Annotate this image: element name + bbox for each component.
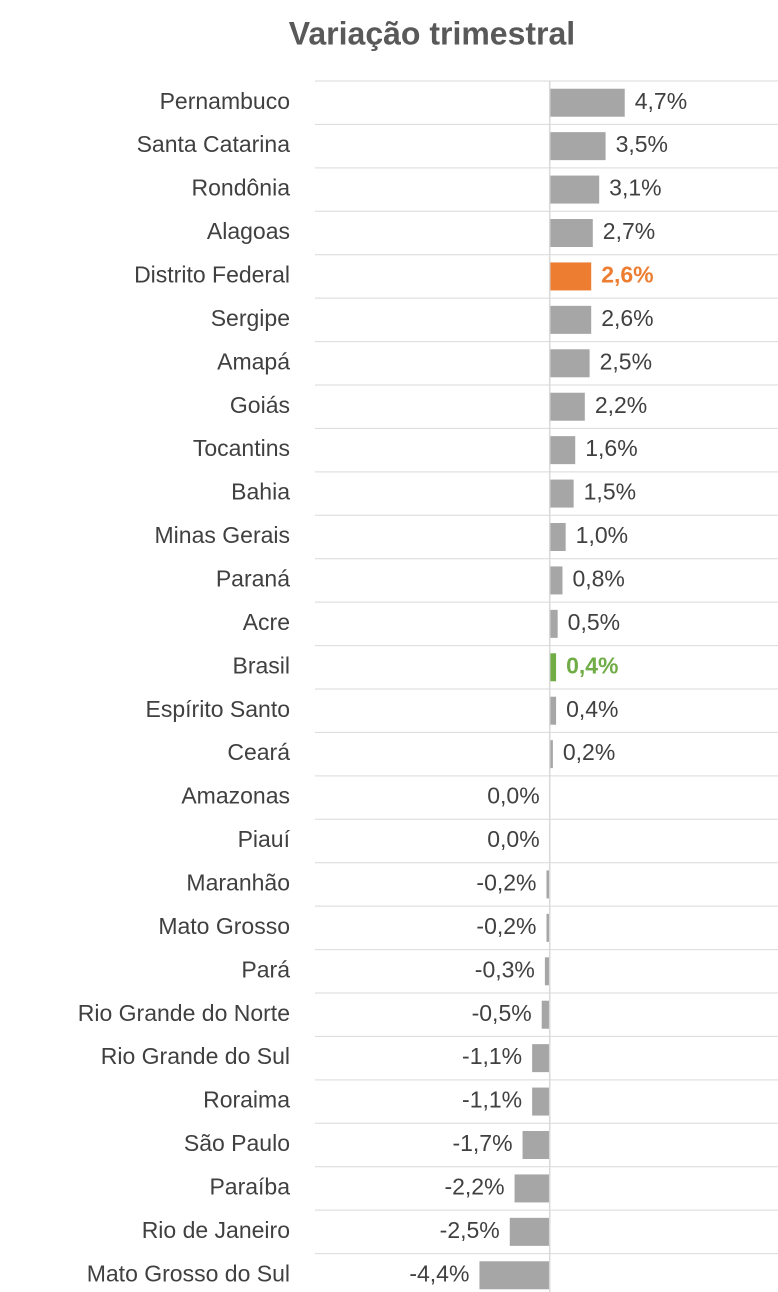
y-tick-label: Amazonas: [181, 783, 290, 809]
bar: [532, 1044, 550, 1073]
bar: [549, 219, 593, 247]
bar: [549, 696, 557, 725]
bar: [549, 305, 592, 334]
data-label: 1,0%: [576, 522, 628, 548]
data-label: -1,1%: [462, 1043, 522, 1069]
data-label: -4,4%: [409, 1260, 469, 1286]
data-label: 1,6%: [585, 435, 637, 461]
data-label: 0,8%: [572, 566, 624, 592]
bar: [549, 436, 576, 465]
bar: [522, 1131, 550, 1159]
y-tick-label: Rio Grande do Sul: [101, 1043, 290, 1069]
y-tick-label: Mato Grosso: [158, 913, 290, 939]
bar: [549, 262, 592, 291]
y-tick-label: Sergipe: [211, 305, 290, 331]
y-tick-label: Goiás: [230, 392, 290, 418]
bar: [514, 1174, 550, 1203]
data-label: 0,0%: [487, 826, 539, 852]
y-tick-label: Amapá: [217, 348, 290, 374]
data-label: 0,0%: [487, 783, 539, 809]
bar: [546, 913, 550, 942]
data-label: -0,2%: [476, 870, 536, 896]
bar: [549, 609, 558, 638]
data-label: 0,4%: [566, 652, 618, 678]
bar: [549, 132, 606, 161]
y-tick-label: Piauí: [238, 826, 291, 852]
bar: [549, 479, 574, 508]
bar: [544, 957, 550, 986]
bar: [549, 740, 553, 769]
y-tick-label: Espírito Santo: [146, 696, 290, 722]
bar: [479, 1261, 550, 1290]
data-label: 2,2%: [595, 392, 647, 418]
data-label: 0,2%: [563, 739, 615, 765]
data-label: 2,6%: [601, 305, 653, 331]
y-tick-label: Roraima: [203, 1087, 290, 1113]
y-tick-label: Paraíba: [209, 1174, 290, 1200]
bar: [532, 1087, 550, 1116]
y-tick-label: Paraná: [216, 566, 290, 592]
data-label: 1,5%: [584, 479, 636, 505]
data-label: -0,2%: [476, 913, 536, 939]
y-tick-label: Rio de Janeiro: [142, 1217, 290, 1243]
data-label: 3,5%: [616, 131, 668, 157]
y-tick-label: Pará: [241, 956, 290, 982]
data-label: 0,4%: [566, 696, 618, 722]
data-label: -2,2%: [444, 1174, 504, 1200]
y-tick-label: Distrito Federal: [134, 262, 290, 288]
data-label: -1,1%: [462, 1087, 522, 1113]
y-tick-label: Ceará: [227, 739, 290, 765]
data-label: -2,5%: [440, 1217, 500, 1243]
bar: [549, 566, 563, 595]
y-tick-label: São Paulo: [184, 1130, 290, 1156]
y-tick-label: Acre: [243, 609, 290, 635]
y-tick-label: Alagoas: [207, 218, 290, 244]
y-tick-label: Pernambuco: [160, 88, 290, 114]
y-tick-label: Bahia: [231, 479, 290, 505]
bar: [549, 175, 600, 204]
bar: [549, 523, 566, 551]
bar: [546, 870, 550, 899]
y-tick-label: Maranhão: [186, 870, 290, 896]
data-label: -0,5%: [472, 1000, 532, 1026]
data-label: 2,5%: [600, 348, 652, 374]
data-label: 2,6%: [601, 262, 653, 288]
data-label: -1,7%: [452, 1130, 512, 1156]
data-label: -0,3%: [475, 956, 535, 982]
y-tick-label: Rio Grande do Norte: [78, 1000, 290, 1026]
bar: [549, 349, 590, 378]
data-label: 2,7%: [603, 218, 655, 244]
y-tick-label: Mato Grosso do Sul: [87, 1260, 290, 1286]
y-tick-label: Tocantins: [193, 435, 290, 461]
bar: [541, 1000, 550, 1029]
chart-title: Variação trimestral: [289, 15, 575, 51]
bar: [509, 1217, 550, 1246]
bar: [549, 392, 585, 421]
data-label: 3,1%: [609, 175, 661, 201]
data-label: 0,5%: [568, 609, 620, 635]
y-tick-label: Santa Catarina: [137, 131, 291, 157]
data-label: 4,7%: [635, 88, 687, 114]
bar: [549, 653, 557, 682]
y-tick-label: Rondônia: [192, 175, 291, 201]
bar: [549, 88, 625, 117]
y-tick-label: Minas Gerais: [155, 522, 290, 548]
y-tick-label: Brasil: [232, 652, 290, 678]
